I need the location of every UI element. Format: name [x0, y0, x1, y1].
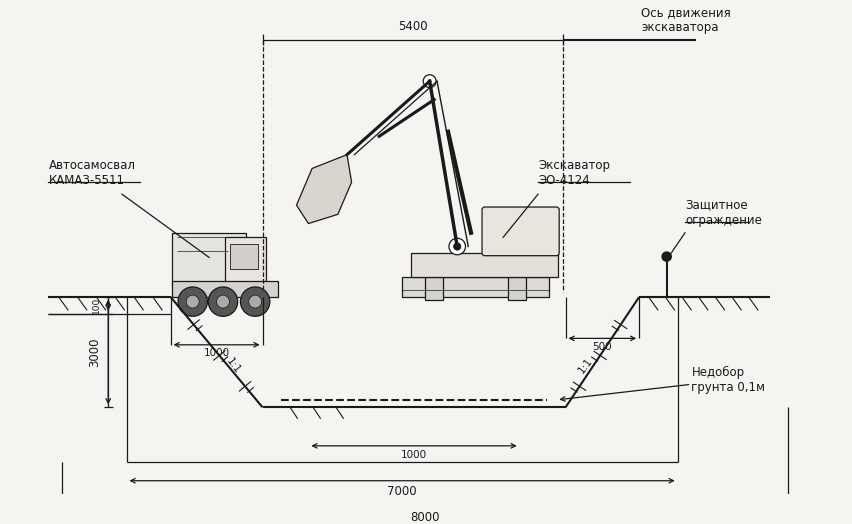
Text: 3000: 3000 — [88, 337, 101, 367]
FancyBboxPatch shape — [482, 207, 559, 256]
Circle shape — [453, 243, 461, 250]
Text: Недобор
грунта 0,1м: Недобор грунта 0,1м — [692, 366, 765, 394]
Text: 5400: 5400 — [398, 19, 428, 32]
Text: Защитное
ограждение: Защитное ограждение — [685, 199, 762, 226]
Circle shape — [240, 287, 270, 316]
Text: 7000: 7000 — [388, 485, 417, 498]
Bar — [508, 277, 527, 300]
Text: 100: 100 — [92, 297, 101, 314]
Circle shape — [209, 287, 238, 316]
Text: 1000: 1000 — [401, 450, 427, 460]
Circle shape — [662, 252, 671, 261]
Text: Автосамосвал
КАМАЗ-5511: Автосамосвал КАМАЗ-5511 — [49, 159, 135, 187]
Circle shape — [187, 295, 199, 308]
Text: 8000: 8000 — [411, 511, 440, 524]
Circle shape — [216, 295, 229, 308]
Polygon shape — [402, 277, 549, 297]
Circle shape — [178, 287, 207, 316]
Circle shape — [449, 238, 465, 255]
Text: Ось движения
экскаватора: Ось движения экскаватора — [641, 6, 731, 35]
Polygon shape — [296, 155, 352, 224]
Bar — [412, 253, 558, 277]
Text: Экскаватор
ЭО-4124: Экскаватор ЭО-4124 — [538, 159, 610, 187]
Bar — [225, 237, 266, 288]
Text: 1:1: 1:1 — [224, 356, 242, 376]
Text: 500: 500 — [592, 342, 613, 352]
Circle shape — [249, 295, 262, 308]
Text: 1000: 1000 — [204, 348, 230, 358]
Text: 1:1: 1:1 — [577, 356, 595, 376]
Circle shape — [423, 75, 436, 88]
Bar — [230, 244, 258, 269]
Bar — [172, 233, 246, 286]
Bar — [425, 277, 443, 300]
Bar — [172, 280, 278, 297]
